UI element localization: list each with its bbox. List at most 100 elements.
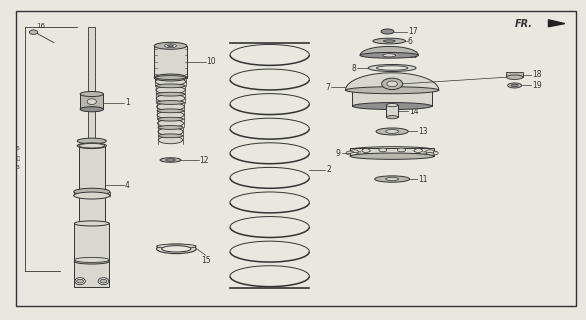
Ellipse shape: [383, 54, 396, 57]
Ellipse shape: [362, 154, 370, 157]
Ellipse shape: [158, 128, 183, 135]
Ellipse shape: [156, 86, 185, 94]
Ellipse shape: [376, 128, 408, 135]
Ellipse shape: [155, 76, 186, 79]
Text: 13: 13: [418, 127, 427, 136]
Ellipse shape: [362, 148, 370, 152]
Text: 7: 7: [325, 83, 330, 92]
Ellipse shape: [87, 99, 97, 105]
Ellipse shape: [158, 125, 183, 129]
Ellipse shape: [77, 143, 107, 148]
Ellipse shape: [350, 150, 359, 154]
Ellipse shape: [160, 158, 181, 162]
Ellipse shape: [168, 45, 173, 47]
Ellipse shape: [158, 117, 183, 121]
Ellipse shape: [386, 116, 398, 119]
Ellipse shape: [79, 221, 105, 226]
Ellipse shape: [79, 143, 105, 148]
Ellipse shape: [74, 259, 109, 264]
Ellipse shape: [156, 100, 185, 104]
Bar: [74, 260, 109, 287]
Bar: [350, 148, 434, 156]
Bar: [80, 94, 104, 109]
Text: 5: 5: [16, 146, 20, 151]
Text: 19: 19: [532, 81, 541, 90]
Bar: [74, 192, 110, 196]
Ellipse shape: [374, 176, 410, 182]
Circle shape: [100, 279, 107, 283]
Ellipse shape: [350, 153, 359, 156]
Bar: [74, 223, 109, 261]
Ellipse shape: [156, 84, 185, 88]
Ellipse shape: [506, 75, 523, 79]
Ellipse shape: [74, 221, 109, 226]
Bar: [79, 146, 105, 223]
Ellipse shape: [74, 192, 110, 199]
Ellipse shape: [379, 154, 387, 158]
Ellipse shape: [165, 44, 176, 48]
Ellipse shape: [360, 52, 418, 58]
Ellipse shape: [155, 78, 186, 85]
Ellipse shape: [80, 107, 104, 112]
Polygon shape: [548, 20, 565, 27]
Ellipse shape: [157, 111, 184, 119]
Ellipse shape: [166, 159, 175, 161]
Ellipse shape: [157, 109, 184, 113]
Ellipse shape: [426, 150, 434, 154]
Ellipse shape: [426, 153, 434, 156]
Polygon shape: [346, 73, 439, 90]
Ellipse shape: [383, 40, 395, 42]
Ellipse shape: [156, 244, 196, 253]
Ellipse shape: [80, 92, 104, 97]
Ellipse shape: [158, 136, 183, 144]
Text: 13: 13: [408, 51, 417, 60]
Ellipse shape: [414, 148, 423, 152]
Ellipse shape: [381, 29, 394, 34]
Text: 9: 9: [336, 148, 341, 157]
Ellipse shape: [346, 87, 439, 94]
Ellipse shape: [376, 66, 408, 70]
Bar: [386, 105, 398, 117]
Ellipse shape: [386, 104, 398, 107]
Bar: [353, 90, 432, 106]
Ellipse shape: [511, 84, 518, 87]
Ellipse shape: [397, 148, 406, 152]
Text: 18: 18: [532, 70, 541, 79]
Bar: [88, 27, 96, 141]
Text: 11: 11: [418, 174, 427, 184]
Text: 8: 8: [351, 63, 356, 73]
Ellipse shape: [397, 154, 406, 158]
Ellipse shape: [98, 278, 108, 285]
Ellipse shape: [379, 148, 387, 152]
Ellipse shape: [387, 81, 397, 87]
Ellipse shape: [156, 95, 185, 102]
Bar: [154, 46, 187, 77]
Bar: [506, 72, 523, 77]
Ellipse shape: [74, 257, 109, 262]
Text: 2: 2: [326, 165, 331, 174]
Ellipse shape: [386, 178, 398, 180]
Circle shape: [77, 279, 84, 283]
Text: FR.: FR.: [515, 19, 533, 28]
Polygon shape: [360, 46, 418, 55]
Ellipse shape: [368, 65, 416, 71]
Ellipse shape: [156, 92, 185, 96]
Ellipse shape: [158, 134, 183, 138]
Text: 12: 12: [200, 156, 209, 164]
Text: 17: 17: [408, 27, 417, 36]
Ellipse shape: [162, 246, 191, 252]
Ellipse shape: [346, 151, 355, 155]
Text: 4: 4: [125, 181, 130, 190]
Ellipse shape: [507, 83, 522, 88]
Ellipse shape: [156, 244, 196, 249]
Ellipse shape: [373, 38, 406, 44]
Text: 10: 10: [207, 57, 216, 66]
Ellipse shape: [154, 42, 187, 49]
Ellipse shape: [353, 103, 432, 109]
Text: 1: 1: [125, 99, 130, 108]
Ellipse shape: [386, 130, 398, 133]
Ellipse shape: [156, 103, 185, 110]
Ellipse shape: [158, 120, 183, 127]
Text: 6: 6: [408, 36, 413, 45]
Circle shape: [29, 30, 38, 34]
